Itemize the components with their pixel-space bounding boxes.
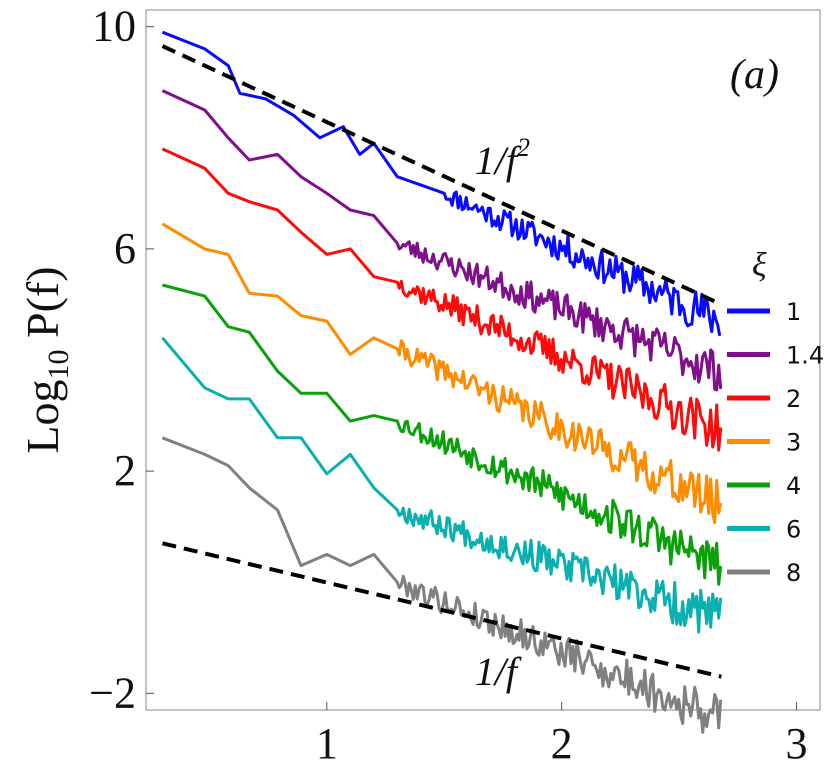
y-tick-label: 10 — [92, 2, 136, 51]
reference-lines: 1/f2 1/f — [161, 44, 723, 694]
series-line-xi-4 — [162, 283, 723, 586]
series-line-xi-8 — [161, 436, 723, 734]
series-line-xi-6 — [161, 336, 723, 634]
panel-label: (a) — [730, 52, 779, 98]
reference-line-2 — [161, 541, 722, 679]
series-line-xi-2 — [161, 147, 723, 452]
legend: 1 1.4 2 3 4 6 8 — [727, 298, 824, 587]
series-layer — [161, 30, 723, 734]
legend-label-xi-6: 6 — [786, 516, 801, 544]
x-tick-label: 1 — [316, 719, 338, 767]
reference-label-1: 1/f2 — [475, 133, 530, 183]
y-axis-title-main: Log — [17, 379, 68, 453]
y-axis-title-subscript: 10 — [42, 349, 75, 379]
x-tick-label: 3 — [786, 719, 808, 767]
plot-frame — [145, 9, 821, 711]
legend-label-xi-1: 1 — [786, 298, 801, 326]
y-tick-label: 2 — [114, 446, 136, 495]
axis-ticks: 1 2 3 −2 2 6 10 — [89, 2, 807, 767]
reference-line-1 — [161, 44, 723, 307]
reference-label-2: 1/f — [475, 649, 522, 694]
y-tick-label: 6 — [114, 224, 136, 273]
legend-label-xi-2: 2 — [786, 385, 801, 413]
y-tick-label: −2 — [89, 668, 136, 717]
x-tick-label: 2 — [551, 719, 573, 767]
legend-label-xi-8: 8 — [786, 559, 801, 587]
legend-label-xi-3: 3 — [786, 429, 801, 457]
y-axis-title: Log10 P(f) — [17, 266, 75, 453]
series-line-xi-1 — [161, 30, 722, 337]
series-line-xi-3 — [161, 222, 723, 525]
legend-label-xi-1.4: 1.4 — [786, 342, 824, 370]
series-line-xi-1.4 — [161, 89, 723, 392]
legend-title: ξ — [752, 247, 767, 284]
y-axis-title-tail: P(f) — [17, 266, 68, 349]
legend-label-xi-4: 4 — [786, 472, 801, 500]
